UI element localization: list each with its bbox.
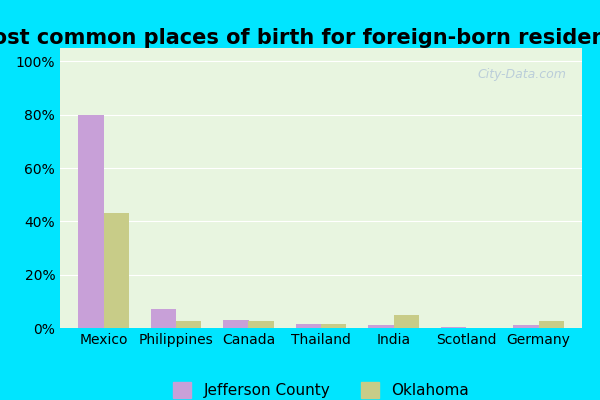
Bar <box>321 324 346 328</box>
Bar <box>248 321 274 328</box>
Text: City-Data.com: City-Data.com <box>478 68 566 81</box>
Bar <box>296 324 321 328</box>
Bar <box>223 320 248 328</box>
Bar <box>151 309 176 328</box>
Bar <box>539 321 564 328</box>
Bar <box>104 213 129 328</box>
Bar <box>394 315 419 328</box>
Bar <box>176 321 202 328</box>
Bar <box>440 327 466 328</box>
Legend: Jefferson County, Oklahoma: Jefferson County, Oklahoma <box>167 376 475 400</box>
Text: Most common places of birth for foreign-born residents: Most common places of birth for foreign-… <box>0 28 600 48</box>
Bar <box>78 115 104 328</box>
Bar <box>368 325 394 328</box>
Bar <box>513 325 539 328</box>
